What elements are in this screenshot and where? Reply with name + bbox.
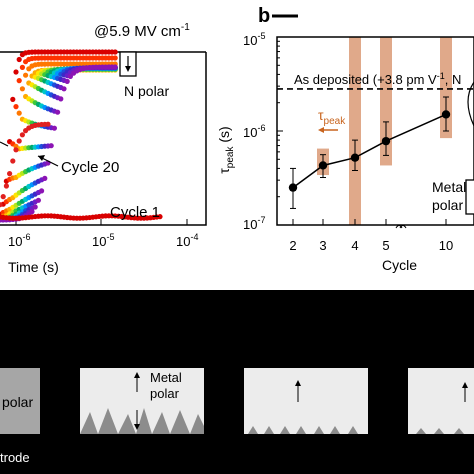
right-chart: b 2 3 4 5 10 10-5 10-6 10-7 τpeak (s) As dep… [216,5,474,273]
curve-point [42,175,48,181]
as-deposited-label: As deposited (+3.8 pm V-1, N [294,71,461,87]
cycle20-point [0,202,3,208]
domain-cones-small [244,426,368,434]
curve-point [19,64,25,70]
left-xlabel: Time (s) [8,259,59,275]
left-chart-axes [0,52,207,226]
cycle20-point [45,121,51,127]
curve-point [48,143,54,149]
left-xtick-label: 10-5 [92,232,114,249]
down-arrow-icon-head [125,66,131,72]
domain-cones-tiny [408,428,474,434]
curve-point [16,56,22,63]
up-arrow-icon-head [462,382,468,388]
series-line [292,113,447,189]
field-label: @5.9 MV cm-1 [94,22,190,40]
curve-point [112,55,118,61]
panel-letter: b [258,5,270,27]
right-ytick-label: 10-5 [243,31,265,48]
left-xtick-label: 10-4 [176,232,198,249]
bottom-panel-3-svg [244,380,368,434]
metal-polar-label-2: polar [432,197,463,213]
data-point [441,110,451,119]
right-xtick-label: 5 [382,238,389,253]
top-panel: @5.9 MV cm-1 N polar Cycle 20 Cycle 1 10… [0,0,474,290]
right-xtick-label: 10 [439,238,453,253]
tau-peak-annotation: τpeak [318,107,346,127]
data-point [350,153,360,162]
cycle20-point [13,147,19,153]
data-point [318,161,328,170]
up-arrow-icon-head [134,372,140,378]
curve-point [112,49,118,55]
right-xtick-label: 4 [351,238,358,253]
down-arrow-icon-head [134,424,140,430]
left-chart: @5.9 MV cm-1 N polar Cycle 20 Cycle 1 10… [0,22,207,275]
curve-point [58,96,64,102]
curve-point [39,188,45,194]
tau-peak-arrow-head [318,127,324,133]
data-point [381,136,391,146]
cycle1-label: Cycle 1 [110,204,160,221]
panel1-caption: trode [0,450,30,465]
right-plot-area: 2 3 4 5 10 [277,36,474,253]
cycle1-point [157,214,163,220]
right-ytick-label: 10-6 [243,123,265,140]
highlight-ellipse [467,81,474,127]
curve-point [35,197,42,203]
right-xtick-label: 3 [319,238,326,253]
cycle20-point [10,158,16,164]
bottom-panel-2: Metal polar [80,368,204,434]
charts-svg: @5.9 MV cm-1 N polar Cycle 20 Cycle 1 10… [0,5,474,275]
curve-point [13,104,19,110]
left-xtick-label: 10-6 [8,232,30,249]
right-xlabel: Cycle [382,257,417,273]
bottom-panel-3 [244,368,368,434]
curve-point [112,64,118,70]
bottom-panels: polar trode Metal polar [0,290,474,474]
left-chart-curves [0,49,163,223]
left-arrow-partial [0,141,9,147]
bottom-panel-1: polar [0,368,40,434]
cycle20-arrow-head [38,155,45,161]
curve-point [13,69,19,75]
curve-point [51,125,58,131]
right-ytick-label: 10-7 [243,215,265,232]
curve-point [16,78,22,84]
metal-polar-box [465,179,474,215]
bottom-panel-2-svg [80,372,204,434]
cycle20-label: Cycle 20 [61,159,119,176]
curve-point [10,96,16,102]
bottom-panel-4-svg [408,382,474,434]
curve-point [67,73,73,79]
curve-point [16,110,22,116]
data-point [288,183,298,192]
curve-point [29,209,35,215]
axis-break-icon [395,225,407,229]
curve-point [19,86,25,92]
n-polar-label: N polar [124,83,169,99]
curve-point [61,86,67,92]
right-xtick-label: 2 [289,238,296,253]
curve-point [64,78,70,84]
right-chart-frame [276,36,474,226]
cycle20-point [7,171,13,177]
panel2-label-1: Metal [150,370,182,385]
domain-cones [80,408,204,434]
range-bar [349,37,361,225]
cycle20-point [19,132,25,138]
cycle20-point [0,194,6,200]
panel1-label: polar [2,394,34,410]
curve-point [55,109,61,115]
curve-point [32,204,38,210]
cycle20-point [3,183,9,189]
curve-point [23,72,29,78]
range-bar [380,37,392,166]
cycle20-point [16,138,22,144]
right-ylabel: τpeak (s) [216,126,236,173]
metal-polar-label-1: Metal [432,179,466,195]
up-arrow-icon-head [295,380,301,386]
panel2-label-2: polar [150,386,179,401]
bottom-panel-4 [408,368,474,434]
